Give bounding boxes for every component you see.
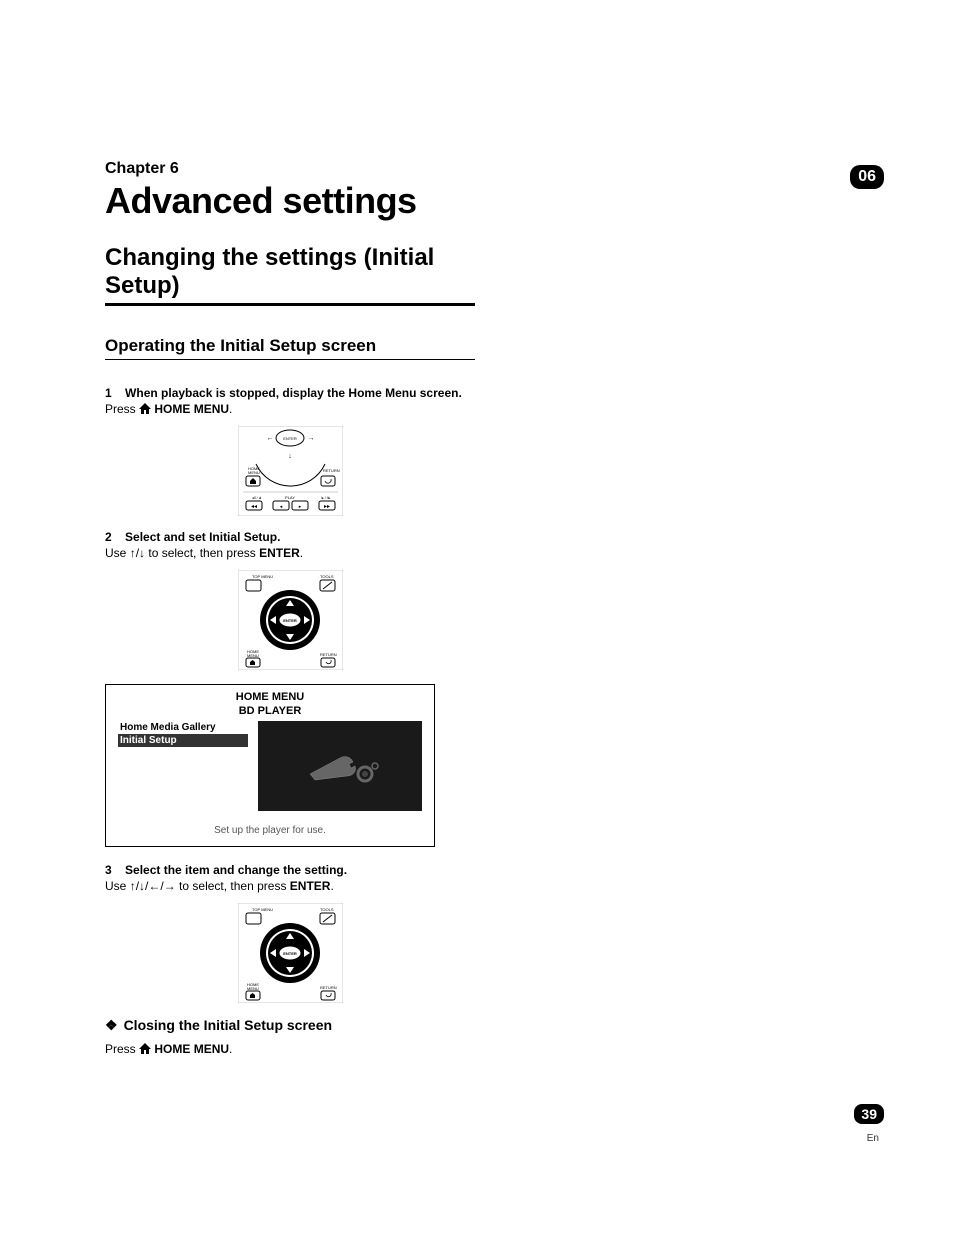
menu-list: Home Media Gallery Initial Setup: [118, 721, 248, 747]
instr-text: to select, then press: [176, 879, 290, 893]
instr-text: .: [300, 546, 303, 560]
instr-text: Press: [105, 1042, 139, 1056]
svg-text:◂◂: ◂◂: [250, 504, 256, 510]
page-number-tab: 39: [854, 1104, 884, 1124]
svg-text:ENTER: ENTER: [283, 618, 297, 623]
svg-text:TOOLS: TOOLS: [320, 907, 334, 912]
down-arrow-icon: ↓: [139, 879, 145, 893]
home-icon: [139, 403, 151, 414]
closing-instruction: Press HOME MENU.: [105, 1042, 475, 1056]
svg-text:←: ←: [266, 435, 273, 442]
left-arrow-icon: ←: [148, 879, 160, 893]
step-title: Select the item and change the setting.: [125, 863, 347, 877]
up-arrow-icon: ↑: [130, 879, 136, 893]
step-3-instruction: Use ↑/↓/←/→ to select, then press ENTER.: [105, 879, 475, 893]
svg-text:MENU: MENU: [247, 653, 259, 658]
home-icon: [139, 1043, 151, 1054]
step-number: 3: [105, 863, 112, 877]
svg-text:TOOLS: TOOLS: [320, 574, 334, 579]
chapter-label: Chapter 6: [105, 160, 864, 178]
menu-header: HOME MENU: [106, 685, 434, 705]
svg-text:TOP MENU: TOP MENU: [252, 907, 273, 912]
svg-text:RETURN: RETURN: [323, 468, 340, 473]
menu-item-home-media-gallery: Home Media Gallery: [118, 721, 248, 734]
remote-diagram-2: TOP MENU TOOLS ENTER HOME MENU RETURN: [238, 570, 343, 670]
closing-heading: ❖ Closing the Initial Setup screen: [105, 1017, 475, 1034]
closing-title: Closing the Initial Setup screen: [124, 1017, 332, 1033]
button-label: HOME MENU: [154, 1042, 229, 1056]
svg-text:ENTER: ENTER: [283, 951, 297, 956]
remote-diagram-1: ENTER ← → ↓ HOME MENU RETURN PLAY ◂◂ ◂ ▸…: [238, 426, 343, 516]
home-menu-screenshot: HOME MENU BD PLAYER Home Media Gallery I…: [105, 684, 435, 847]
instr-text: Use: [105, 879, 130, 893]
instr-text: .: [229, 402, 232, 416]
svg-text:◂II / ◂I: ◂II / ◂I: [252, 496, 261, 500]
instr-text: Use: [105, 546, 130, 560]
svg-text:MENU: MENU: [247, 986, 259, 991]
step-3: 3 Select the item and change the setting…: [105, 863, 475, 877]
section-heading: Changing the settings (Initial Setup): [105, 244, 475, 306]
step-2-instruction: Use ↑/↓ to select, then press ENTER.: [105, 546, 475, 560]
menu-subheader: BD PLAYER: [106, 705, 434, 721]
button-label: ENTER: [259, 546, 300, 560]
svg-text:MENU: MENU: [248, 470, 260, 475]
menu-preview: [258, 721, 422, 811]
step-title: Select and set Initial Setup.: [125, 530, 280, 544]
svg-text:RETURN: RETURN: [320, 652, 337, 657]
svg-text:ENTER: ENTER: [283, 436, 297, 441]
remote-diagram-3: TOP MENU TOOLS ENTER HOME MENU RETURN: [238, 903, 343, 1003]
chapter-tab: 06: [850, 165, 884, 189]
step-title: When playback is stopped, display the Ho…: [125, 386, 462, 400]
svg-text:TOP MENU: TOP MENU: [252, 574, 273, 579]
wrench-icon: [295, 746, 385, 786]
menu-caption: Set up the player for use.: [106, 819, 434, 846]
instr-text: .: [330, 879, 333, 893]
svg-text:→: →: [307, 435, 314, 442]
step-2: 2 Select and set Initial Setup.: [105, 530, 475, 544]
page-title: Advanced settings: [105, 180, 864, 222]
up-arrow-icon: ↑: [130, 546, 136, 560]
diamond-icon: ❖: [105, 1017, 118, 1033]
button-label: HOME MENU: [154, 402, 229, 416]
step-number: 2: [105, 530, 112, 544]
step-1-instruction: Press HOME MENU.: [105, 402, 475, 416]
svg-text:I▸ / II▸: I▸ / II▸: [321, 496, 331, 500]
step-number: 1: [105, 386, 112, 400]
svg-text:RETURN: RETURN: [320, 985, 337, 990]
right-arrow-icon: →: [164, 879, 176, 893]
svg-text:PLAY: PLAY: [285, 495, 295, 500]
language-label: En: [867, 1133, 879, 1144]
menu-item-initial-setup: Initial Setup: [118, 734, 248, 747]
instr-text: .: [229, 1042, 232, 1056]
instr-text: to select, then press: [145, 546, 259, 560]
button-label: ENTER: [290, 879, 331, 893]
svg-text:↓: ↓: [288, 453, 292, 460]
instr-text: Press: [105, 402, 139, 416]
svg-text:▸▸: ▸▸: [323, 504, 329, 510]
step-1: 1 When playback is stopped, display the …: [105, 386, 475, 400]
subsection-heading: Operating the Initial Setup screen: [105, 336, 475, 360]
